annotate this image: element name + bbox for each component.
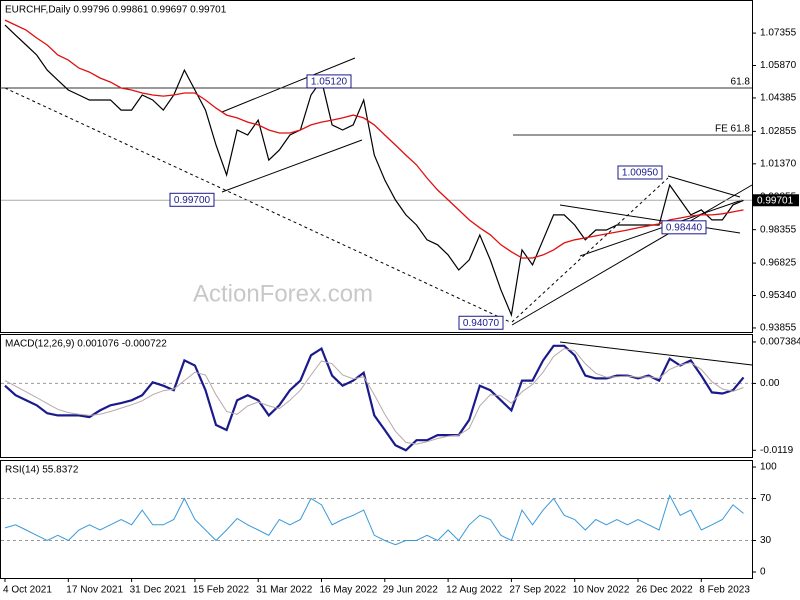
y-tick-label: 1.05870 xyxy=(760,60,797,71)
level-label: 61.8 xyxy=(731,77,751,88)
price-panel xyxy=(0,0,753,333)
x-tick-label: 17 Nov 2021 xyxy=(66,585,123,596)
y-tick-label: 1.04385 xyxy=(760,93,797,104)
y-tick-label: 100 xyxy=(760,462,777,473)
y-tick-label: 0.98355 xyxy=(760,224,797,235)
y-tick-label: 0.00 xyxy=(760,378,780,389)
trendline xyxy=(511,184,753,326)
annotation-box xyxy=(617,165,663,180)
x-tick-label: 31 Dec 2021 xyxy=(130,585,187,596)
watermark: ActionForex.com xyxy=(193,280,373,307)
trendline xyxy=(511,177,669,323)
series-line xyxy=(4,19,744,259)
y-tick-label: 0.96825 xyxy=(760,258,797,269)
annotation-label: 1.00950 xyxy=(622,168,659,179)
y-tick-label: 1.02855 xyxy=(760,126,797,137)
rsi-panel xyxy=(0,460,753,579)
y-tick-label: 1.07355 xyxy=(760,28,797,39)
series-line xyxy=(4,344,745,452)
x-tick-label: 31 Mar 2022 xyxy=(256,585,313,596)
trendline xyxy=(221,57,356,113)
x-tick-label: 26 Dec 2022 xyxy=(636,585,693,596)
annotation-label: 0.94070 xyxy=(463,318,500,329)
x-tick-label: 4 Oct 2021 xyxy=(3,585,52,596)
trendline xyxy=(559,204,741,234)
trendline xyxy=(579,199,743,257)
x-tick-label: 16 May 2022 xyxy=(320,585,378,596)
last-price-label: 0.99701 xyxy=(757,195,794,206)
macd-panel xyxy=(0,334,753,458)
trendline xyxy=(559,341,753,366)
x-tick-label: 8 Feb 2023 xyxy=(699,585,750,596)
panel-title: MACD(12,26,9) 0.001076 -0.000722 xyxy=(5,339,167,350)
panel-title: EURCHF,Daily 0.99796 0.99861 0.99697 0.9… xyxy=(5,5,227,16)
annotation-label: 0.99700 xyxy=(174,195,211,206)
annotation-box xyxy=(306,74,352,89)
annotation-label: 0.98440 xyxy=(666,222,703,233)
annotation-box xyxy=(661,220,707,235)
y-tick-label: 0 xyxy=(760,567,766,578)
y-tick-label: 30 xyxy=(760,535,772,546)
y-tick-label: 70 xyxy=(760,493,772,504)
trendline xyxy=(221,139,363,193)
annotation-box xyxy=(169,192,215,207)
trendline xyxy=(667,175,741,198)
y-tick-label: 0.95340 xyxy=(760,290,797,301)
x-tick-label: 10 Nov 2022 xyxy=(573,585,630,596)
x-tick-label: 12 Aug 2022 xyxy=(446,585,503,596)
y-tick-label: 0.93855 xyxy=(760,323,797,334)
trendline xyxy=(4,87,511,323)
level-label: FE 61.8 xyxy=(715,124,750,135)
annotation-label: 1.05120 xyxy=(311,77,348,88)
series-line xyxy=(4,24,744,318)
y-tick-label: -0.0119 xyxy=(760,445,794,456)
last-price-box xyxy=(752,194,799,207)
annotation-box xyxy=(458,315,504,330)
x-tick-label: 27 Sep 2022 xyxy=(509,585,566,596)
y-tick-label: 0.007384 xyxy=(760,337,800,348)
series-line xyxy=(4,494,744,546)
y-tick-label: 1.01370 xyxy=(760,158,797,169)
series-line xyxy=(4,348,744,445)
trendlines xyxy=(4,57,753,366)
x-tick-label: 29 Jun 2022 xyxy=(383,585,438,596)
x-tick-label: 15 Feb 2022 xyxy=(193,585,250,596)
panel-title: RSI(14) 55.8372 xyxy=(5,465,79,476)
